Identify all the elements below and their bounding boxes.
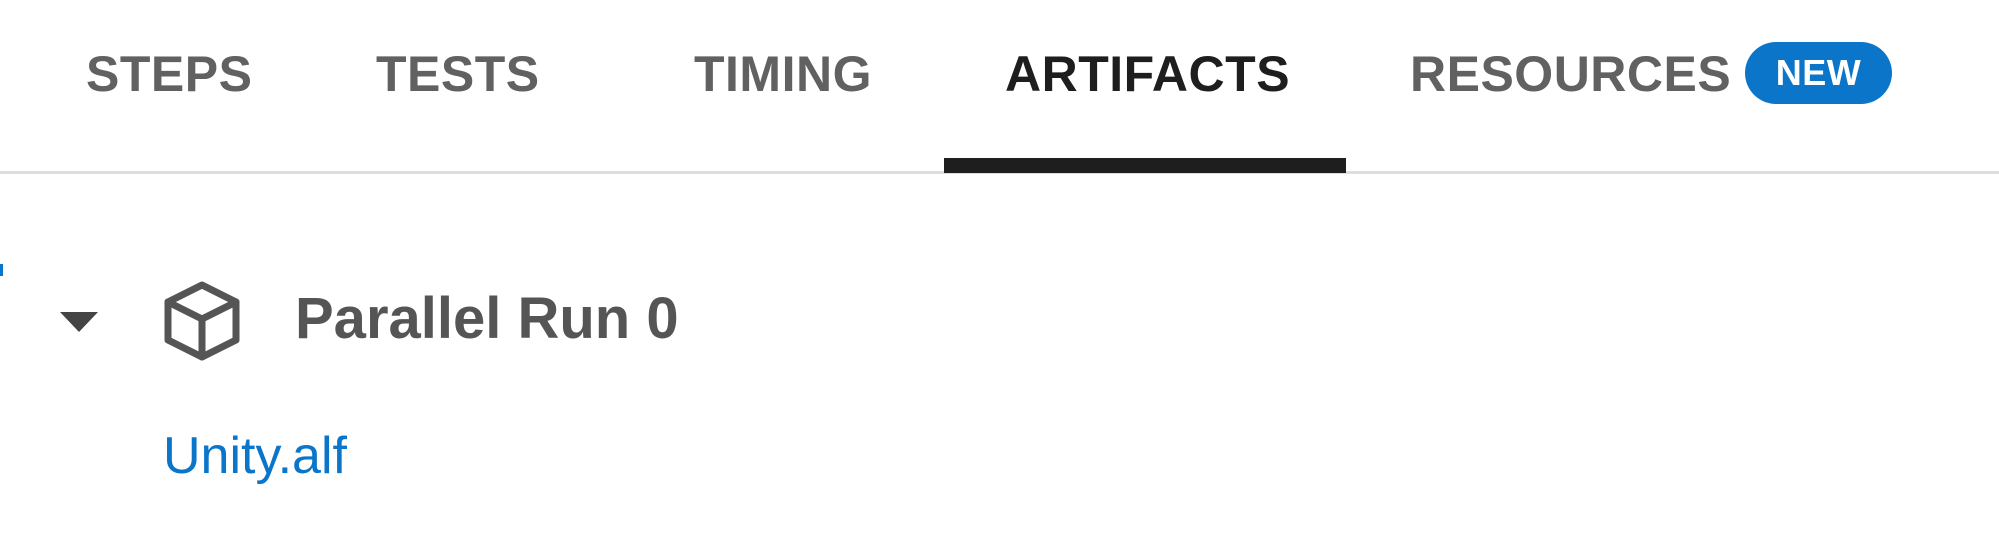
artifact-link[interactable]: Unity.alf <box>163 427 347 485</box>
tab-steps[interactable]: STEPS <box>86 46 253 102</box>
tab-timing[interactable]: TIMING <box>694 46 872 102</box>
tab-bar: STEPS TESTS TIMING ARTIFACTS RESOURCES N… <box>0 0 1999 174</box>
focus-edge-marker <box>0 264 3 276</box>
caret-down-icon[interactable] <box>56 300 102 340</box>
new-badge: NEW <box>1745 42 1892 104</box>
active-tab-indicator <box>944 158 1346 173</box>
parallel-run-title: Parallel Run 0 <box>295 286 679 351</box>
tab-tests[interactable]: TESTS <box>376 46 540 102</box>
package-cube-icon <box>163 280 241 362</box>
tab-artifacts[interactable]: ARTIFACTS <box>1005 46 1291 102</box>
tab-resources[interactable]: RESOURCES <box>1410 46 1732 102</box>
